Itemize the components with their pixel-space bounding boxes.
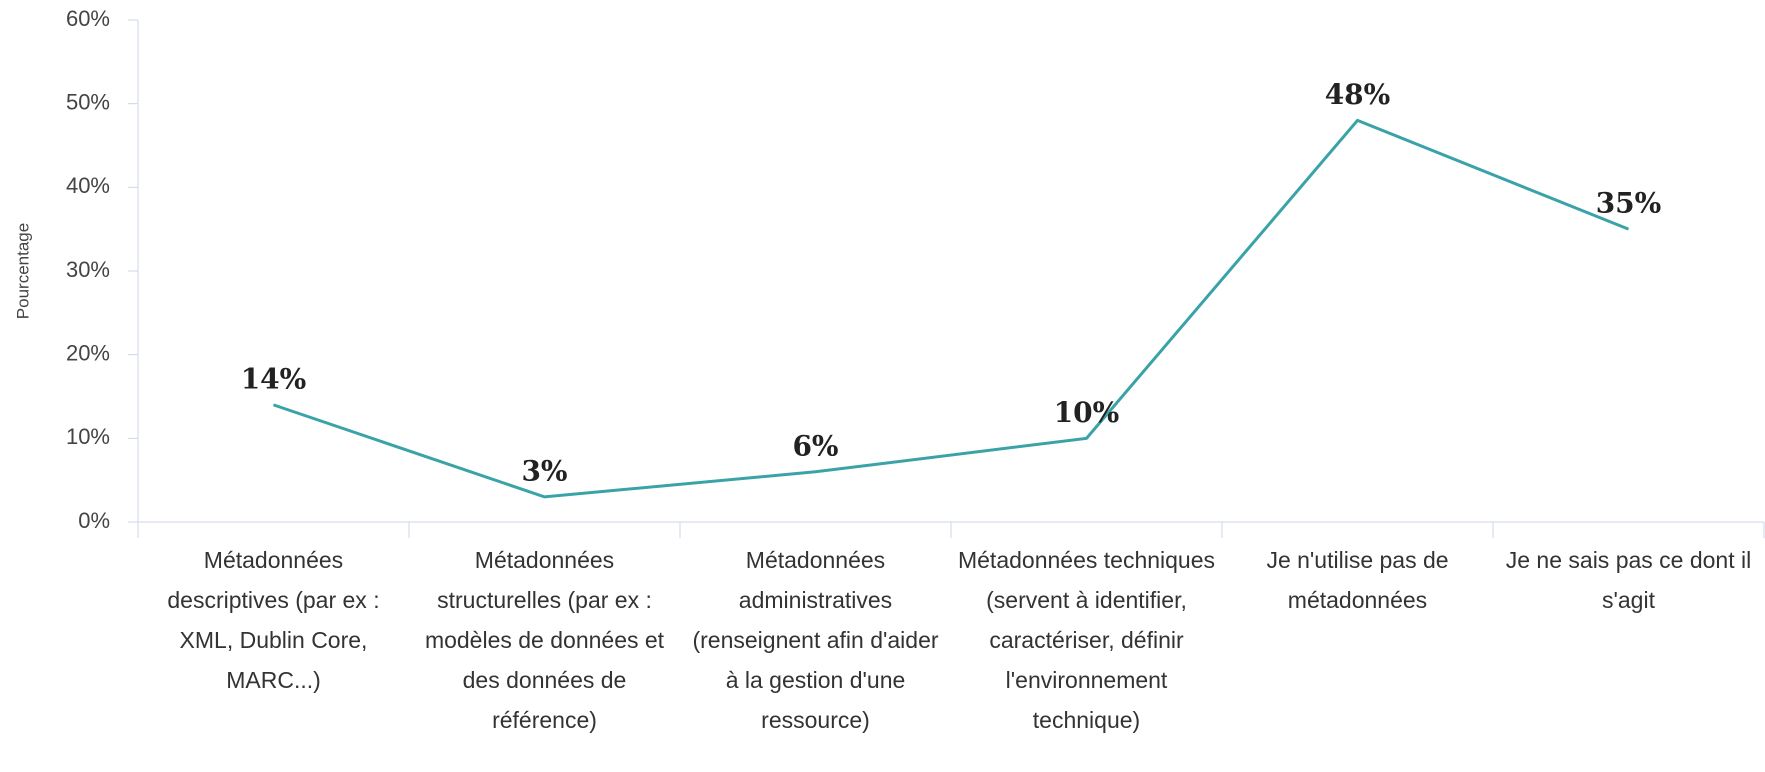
x-tick-label-box: Métadonnées descriptives (par ex : XML, … bbox=[167, 547, 380, 693]
data-label: 3% bbox=[521, 454, 567, 487]
x-tick-label: Je n'utilise pas de métadonnées bbox=[1266, 547, 1449, 613]
y-tick-label: 40% bbox=[66, 173, 110, 198]
data-label: 35% bbox=[1596, 187, 1662, 220]
y-tick-label: 0% bbox=[78, 508, 110, 533]
x-tick-label: Métadonnées techniques (servent à identi… bbox=[957, 547, 1216, 733]
data-label: 48% bbox=[1325, 78, 1391, 111]
x-tick-label-box: Métadonnées structurelles (par ex : modè… bbox=[424, 547, 665, 733]
x-tick-label-box: Je n'utilise pas de métadonnées bbox=[1266, 547, 1449, 613]
line bbox=[273, 118, 1630, 499]
x-tick-label: Je ne sais pas ce dont il s'agit bbox=[1505, 547, 1752, 613]
x-tick-label: Métadonnées administratives (renseignent… bbox=[692, 547, 939, 733]
data-label: 14% bbox=[241, 362, 307, 395]
x-tick-label-box: Métadonnées administratives (renseignent… bbox=[692, 547, 939, 733]
y-tick-label: 50% bbox=[66, 89, 110, 114]
x-tick-label: Métadonnées structurelles (par ex : modè… bbox=[424, 547, 665, 733]
y-tick-label: 30% bbox=[66, 257, 110, 282]
x-tick-label: Métadonnées descriptives (par ex : XML, … bbox=[167, 547, 380, 693]
x-tick-label-box: Je ne sais pas ce dont il s'agit bbox=[1505, 547, 1752, 613]
data-label: 10% bbox=[1054, 396, 1120, 429]
y-axis-label: Pourcentage bbox=[13, 223, 32, 319]
data-label: 6% bbox=[792, 429, 838, 462]
x-tick-label-box: Métadonnées techniques (servent à identi… bbox=[957, 547, 1216, 733]
y-tick-label: 10% bbox=[66, 424, 110, 449]
y-tick-label: 60% bbox=[66, 6, 110, 31]
y-tick-label: 20% bbox=[66, 340, 110, 365]
